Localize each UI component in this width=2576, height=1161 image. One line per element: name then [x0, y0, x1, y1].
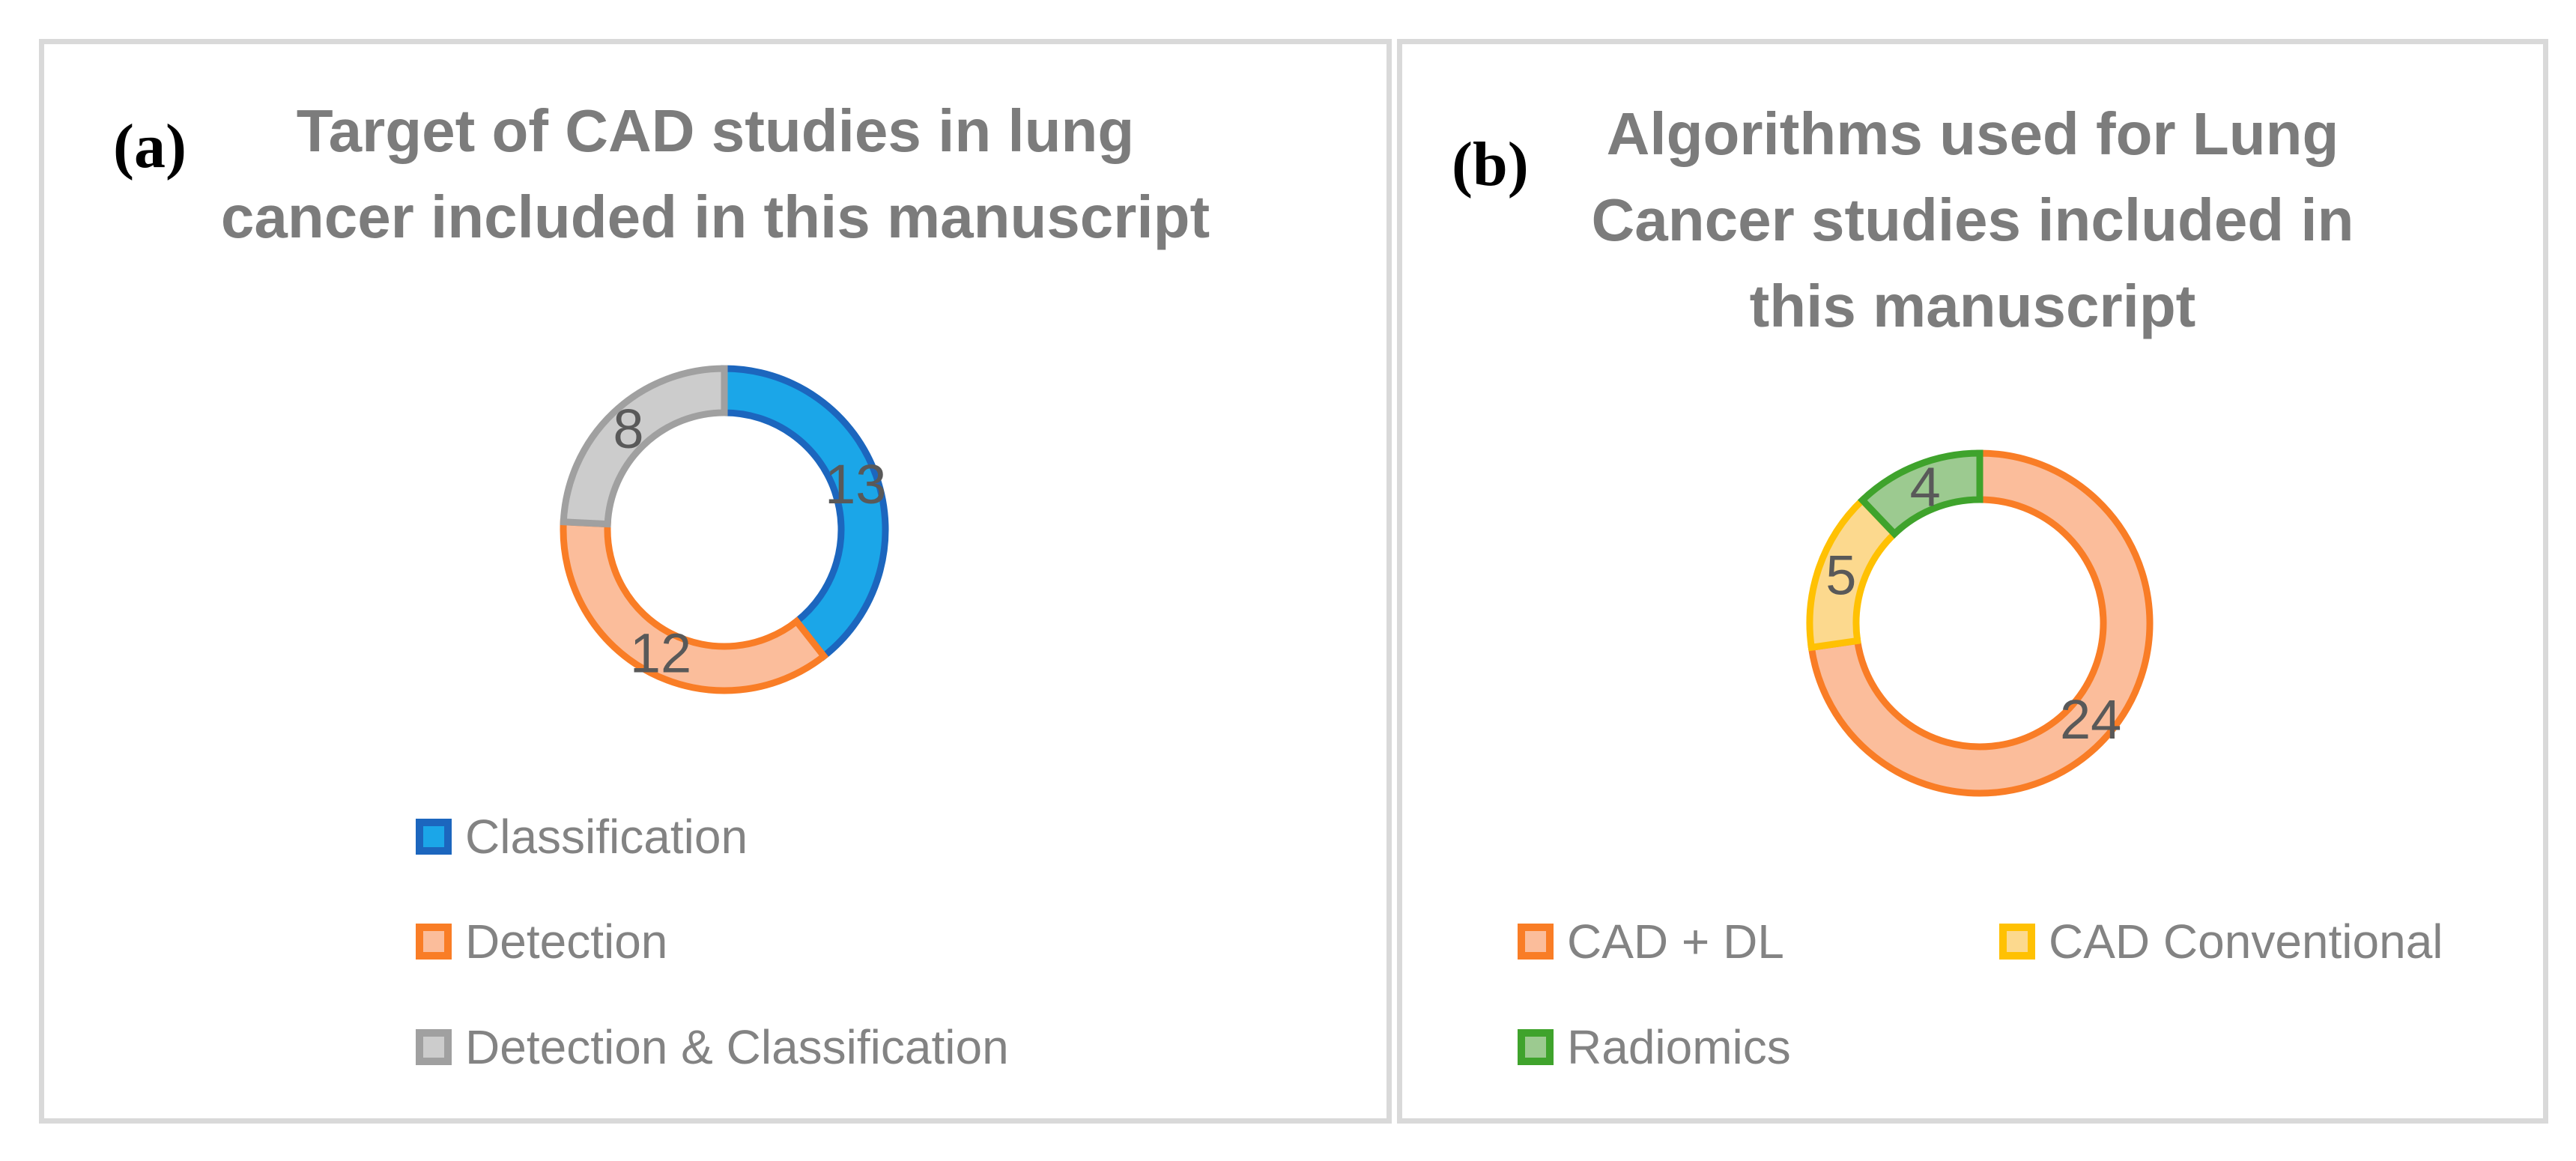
legend-swatch-detection-icon [416, 924, 452, 960]
donut-b-slice-2 [1857, 449, 1983, 539]
legend-label-cad-dl: CAD + DL [1567, 915, 1784, 968]
donut-b-data-label-1: 5 [1825, 544, 1856, 606]
legend-swatch-radiomics-icon [1518, 1029, 1554, 1065]
legend-swatch-classification-icon [416, 819, 452, 855]
legend-swatch-cad-conventional-icon [1999, 924, 2035, 960]
legend-item-cad-conventional: CAD Conventional [1999, 915, 2443, 968]
legend-item-classification: Classification [416, 810, 748, 864]
legend-label-detection-classification: Detection & Classification [465, 1020, 1009, 1074]
panel-a: (a) Target of CAD studies in lung cancer… [39, 39, 1392, 1124]
legend-item-radiomics: Radiomics [1518, 1020, 1791, 1074]
legend-item-cad-dl: CAD + DL [1518, 915, 1784, 968]
donut-a-data-label-2: 8 [613, 398, 643, 460]
legend-label-classification: Classification [465, 810, 748, 864]
donut-a-slice-2 [560, 365, 728, 528]
chart-b-title-line3: this manuscript [1749, 273, 2196, 339]
donut-chart-a: 13 12 8 [560, 365, 889, 694]
panel-b-label: (b) [1452, 130, 1529, 199]
chart-b-title-line1: Algorithms used for Lung [1606, 100, 2339, 167]
panel-a-label: (a) [113, 112, 187, 181]
donut-chart-b: 24 54 [1806, 449, 2154, 797]
legend-swatch-cad-dl-icon [1518, 924, 1554, 960]
chart-b-title: Algorithms used for Lung Cancer studies … [1402, 91, 2543, 349]
chart-a-title-line2: cancer included in this manuscript [220, 184, 1210, 250]
donut-b-slice-0 [1807, 449, 2154, 797]
chart-b-title-line2: Cancer studies included in [1591, 187, 2354, 253]
donut-a-slice-0 [721, 365, 889, 661]
legend-label-detection: Detection [465, 915, 668, 968]
donut-b-data-label-0: 24 [2060, 688, 2121, 751]
donut-a-slice-1 [560, 518, 829, 694]
legend-label-cad-conventional: CAD Conventional [2049, 915, 2443, 968]
donut-a-data-label-1: 12 [630, 622, 691, 684]
panel-b: (b) Algorithms used for Lung Cancer stud… [1397, 39, 2548, 1124]
legend-item-detection-classification: Detection & Classification [416, 1020, 1009, 1074]
chart-a-title-line1: Target of CAD studies in lung [296, 97, 1135, 164]
legend-swatch-detection-classification-icon [416, 1029, 452, 1065]
legend-item-detection: Detection [416, 915, 668, 968]
chart-a-title: Target of CAD studies in lung cancer inc… [44, 88, 1387, 260]
legend-label-radiomics: Radiomics [1567, 1020, 1791, 1074]
donut-b-data-label-2: 4 [1910, 456, 1941, 518]
donut-a-data-label-0: 13 [825, 453, 886, 515]
